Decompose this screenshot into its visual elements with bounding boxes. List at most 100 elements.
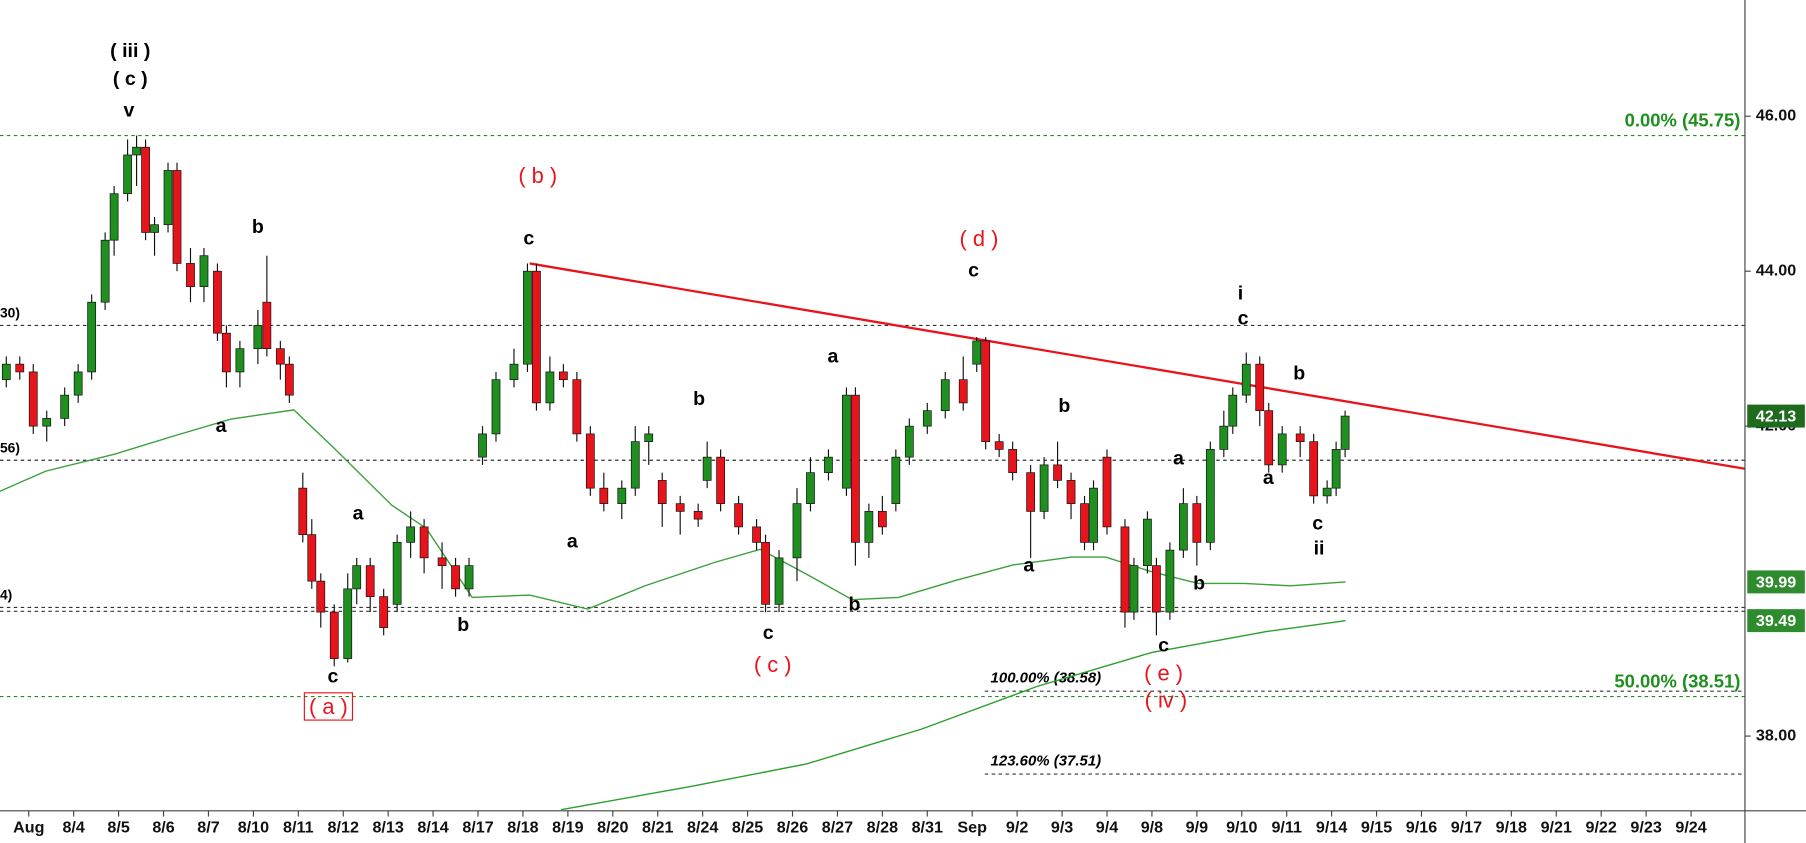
candle-body [406, 526, 416, 543]
candle-body [1039, 464, 1049, 512]
candle-body [1192, 503, 1202, 543]
candle-body [1066, 480, 1076, 504]
wave-label: i [1238, 283, 1243, 305]
wave-label: c [1238, 307, 1249, 329]
candle-body [922, 410, 932, 427]
candle-body [141, 146, 150, 233]
candle-body [1053, 464, 1062, 481]
wave-label: b [1293, 362, 1305, 384]
level-label: 50.00% (38.51) [1614, 671, 1740, 692]
candle-body [235, 348, 245, 373]
candle-body [100, 239, 110, 303]
level-label: 56) [0, 440, 20, 455]
candle-body [451, 565, 460, 590]
wave-label: ( iii ) [110, 40, 150, 62]
wave-label: ( b ) [518, 163, 557, 188]
candle-body [213, 270, 222, 334]
candle-body [1026, 472, 1035, 512]
candle-body [132, 146, 141, 156]
candle-body [585, 433, 595, 489]
last-value-label: 39.99 [1756, 573, 1796, 591]
x-tick-label: Aug [13, 818, 44, 836]
wave-label: a [1263, 467, 1274, 489]
x-tick-label: 8/21 [642, 818, 673, 836]
level-label: 4) [0, 588, 12, 603]
candle-body [437, 557, 447, 566]
candle-body [109, 193, 119, 241]
x-tick-label: 8/17 [462, 818, 493, 836]
candle-body [752, 526, 761, 543]
level-label: 123.60% (37.51) [991, 752, 1102, 769]
candle-body [702, 456, 712, 481]
x-tick-label: 9/24 [1675, 818, 1706, 836]
candle-body [981, 340, 991, 442]
candle-body [1205, 449, 1215, 543]
candle-body [523, 270, 532, 365]
wave-label-box [303, 692, 354, 721]
candle-body [891, 456, 901, 504]
candle-body [343, 588, 353, 659]
candle-body [284, 363, 294, 396]
candle-body [60, 394, 70, 419]
wave-label: ( iv ) [1145, 688, 1188, 713]
candle-body [379, 596, 389, 628]
x-tick-label: 9/15 [1361, 818, 1392, 836]
trend-line [529, 262, 1746, 470]
x-tick-label: 9/17 [1451, 818, 1482, 836]
candle-body [365, 565, 375, 597]
x-tick-label: Sep [957, 818, 987, 836]
x-tick-label: 9/16 [1406, 818, 1437, 836]
candle-body [275, 348, 285, 365]
candle-body [478, 433, 487, 458]
candle-body [1322, 487, 1332, 497]
candle-body [172, 170, 182, 264]
x-tick-label: 9/22 [1586, 818, 1617, 836]
wave-label: a [567, 531, 578, 553]
x-tick-label: 8/31 [912, 818, 943, 836]
candle-body [186, 263, 195, 288]
wave-label: a [1173, 448, 1184, 470]
wave-label: c [523, 228, 534, 250]
candle-body [559, 371, 568, 381]
level-label: 100.00% (38.58) [991, 669, 1102, 686]
candle-body [419, 526, 429, 559]
x-tick-label: 8/14 [417, 818, 448, 836]
last-value-label: 39.49 [1756, 612, 1796, 630]
candle-body [904, 425, 914, 458]
x-tick-label: 8/11 [283, 818, 314, 836]
y-tick-label: 38.00 [1756, 726, 1796, 744]
candle-body [298, 487, 308, 535]
candle-body [630, 441, 640, 489]
candle-body [163, 170, 173, 226]
candle-body [1165, 549, 1175, 613]
wave-label: ii [1314, 538, 1325, 560]
candle-body [851, 394, 860, 543]
wave-label: a [353, 503, 364, 525]
candle-body [599, 487, 609, 504]
wave-label: b [457, 614, 469, 636]
last-value-box [1747, 404, 1805, 428]
candle-body [1120, 526, 1130, 613]
wave-label: b [849, 593, 861, 615]
wave-label: ( c ) [113, 68, 148, 90]
candle-body [972, 340, 982, 365]
x-tick-label: 9/2 [1006, 818, 1028, 836]
candle-body [73, 371, 83, 396]
last-value-box [1747, 609, 1805, 633]
wave-label: ( a ) [309, 694, 348, 719]
x-tick-label: 8/26 [777, 818, 808, 836]
moving-average-line [561, 619, 1346, 811]
candle-body [1129, 565, 1139, 613]
x-tick-label: 9/4 [1096, 818, 1118, 836]
candles [1, 135, 1350, 667]
candle-body [1331, 449, 1341, 489]
wave-label: b [1193, 572, 1205, 594]
x-tick-label: 8/27 [822, 818, 853, 836]
x-tick-label: 8/5 [107, 818, 129, 836]
candle-body [864, 511, 874, 543]
candle-body [392, 542, 402, 605]
candle-body [761, 542, 770, 605]
